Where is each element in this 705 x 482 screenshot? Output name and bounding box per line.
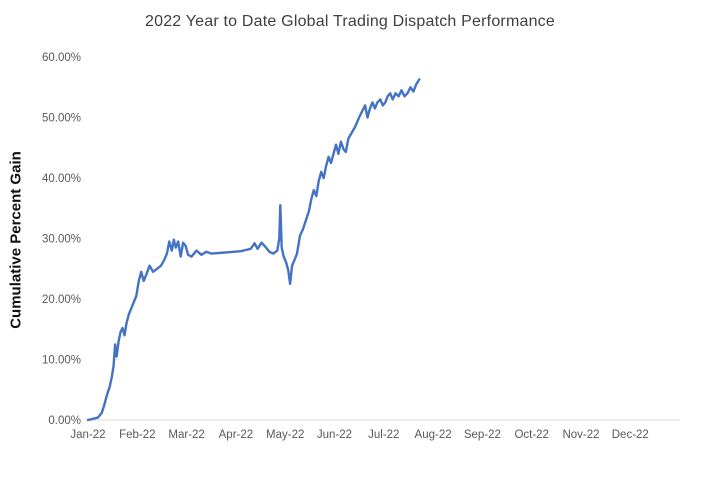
x-tick-label: May-22 [266,429,304,441]
x-tick-label: Nov-22 [562,429,599,441]
x-tick-label: Jul-22 [368,429,399,441]
x-tick-label: Jan-22 [70,429,105,441]
x-tick-label: Sep-22 [464,429,501,441]
x-tick-label: Mar-22 [168,429,204,441]
y-tick-label: 10.00% [42,355,81,367]
y-tick-label: 40.00% [42,173,81,185]
x-tick-label: Dec-22 [612,429,649,441]
x-tick-label: Feb-22 [119,429,155,441]
x-tick-label: Apr-22 [219,429,254,441]
y-tick-label: 30.00% [42,234,81,246]
y-tick-label: 0.00% [48,415,81,427]
x-tick-label: Oct-22 [514,429,549,441]
x-tick-label: Jun-22 [317,429,352,441]
y-tick-label: 60.00% [42,52,81,64]
y-tick-label: 20.00% [42,294,81,306]
x-tick-label: Aug-22 [415,429,452,441]
chart-title: 2022 Year to Date Global Trading Dispatc… [145,13,555,30]
y-tick-label: 50.00% [42,113,81,125]
performance-line [86,78,421,422]
